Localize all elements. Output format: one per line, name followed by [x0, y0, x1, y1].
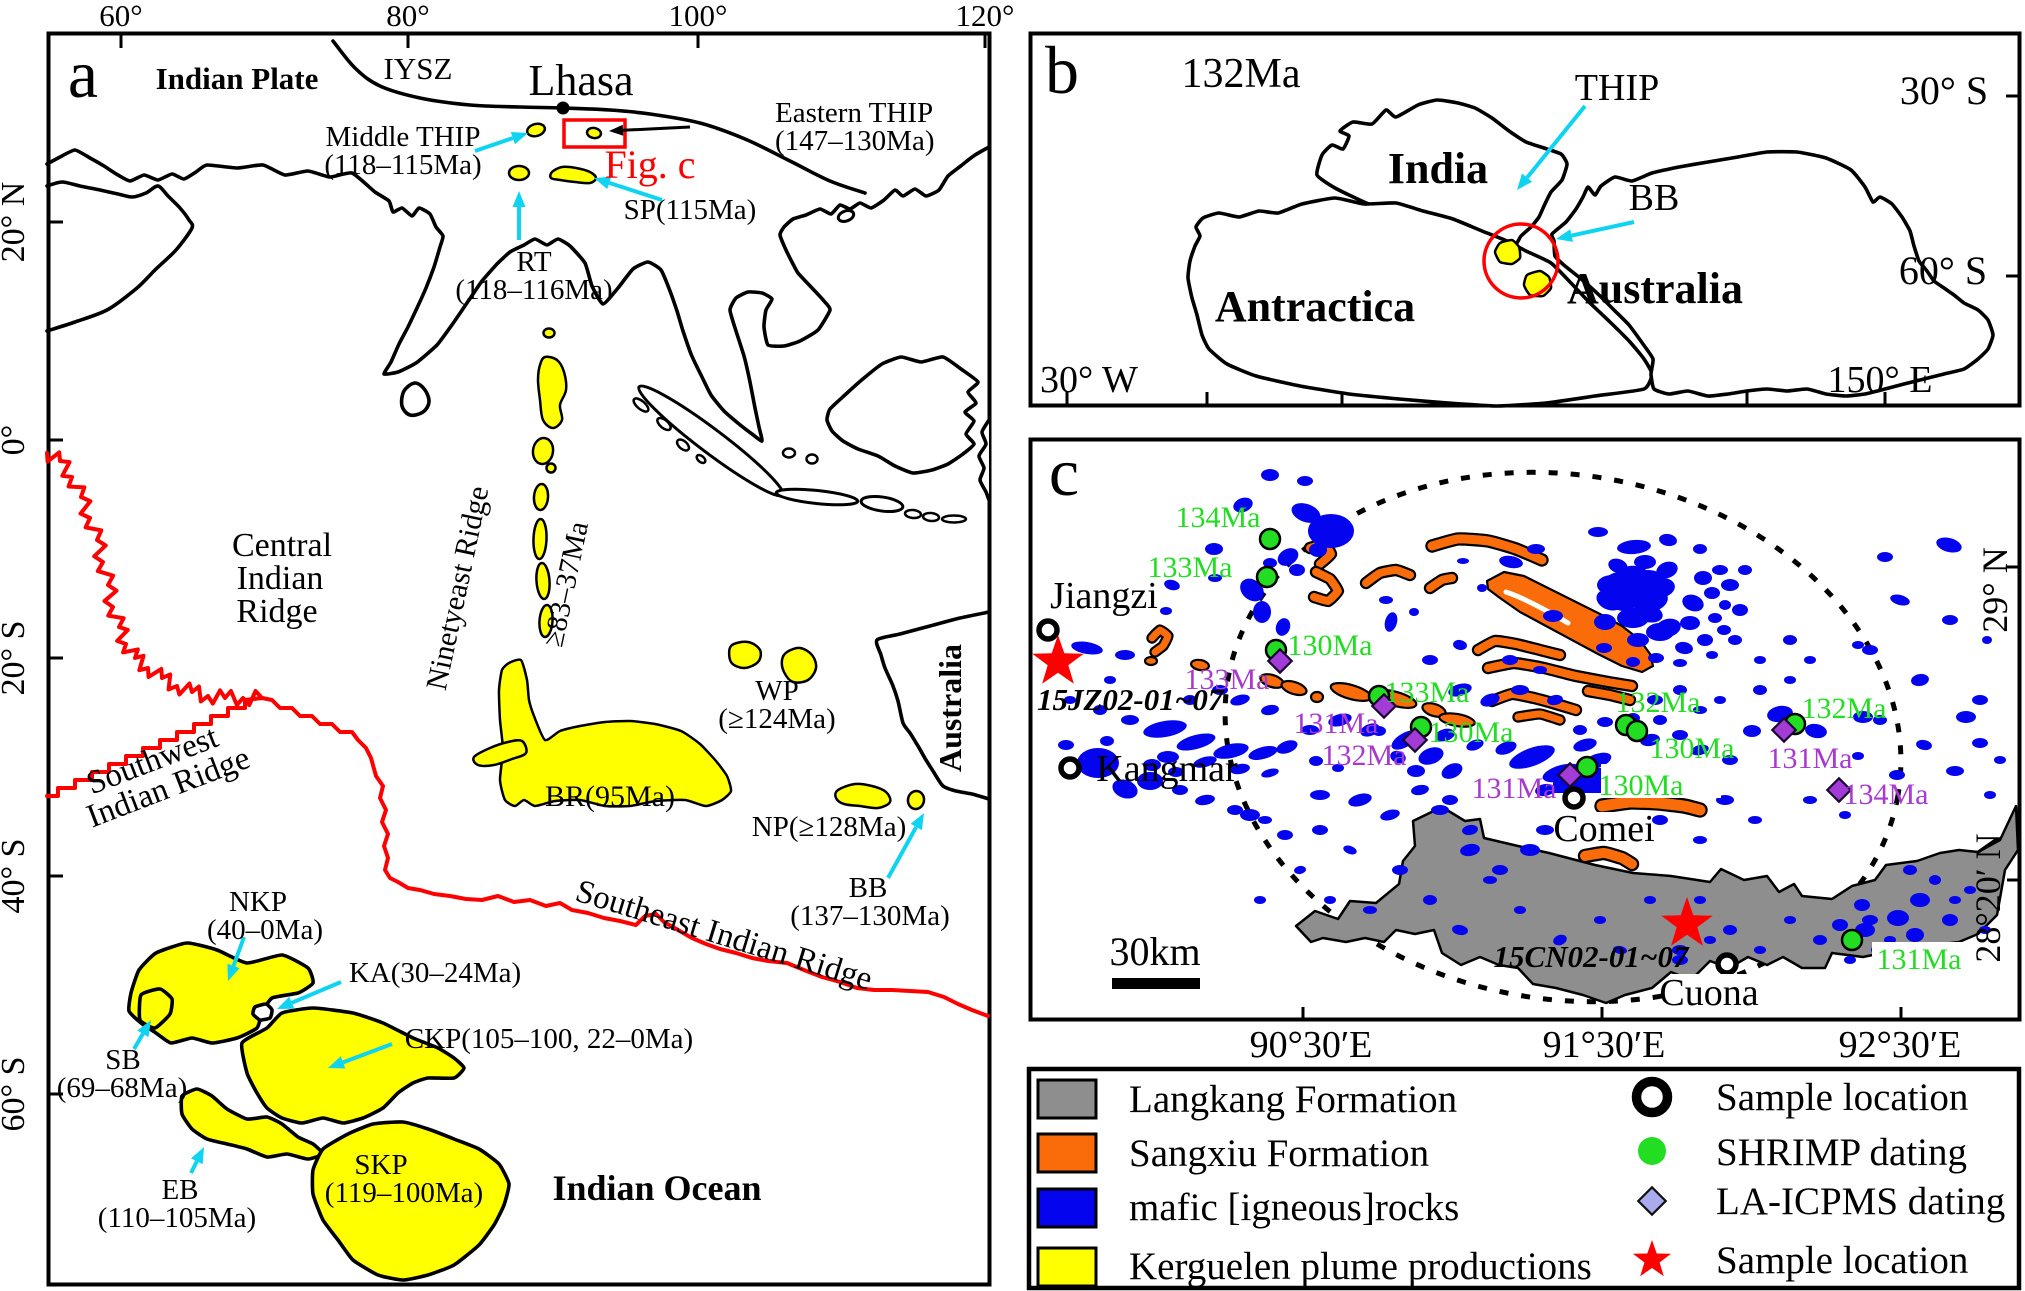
- svg-text:Jiangzi: Jiangzi: [1050, 575, 1158, 617]
- svg-text:CKP(105–100, 22–0Ma): CKP(105–100, 22–0Ma): [405, 1023, 693, 1055]
- svg-text:15JZ02-01~07: 15JZ02-01~07: [1037, 682, 1225, 717]
- svg-text:b: b: [1045, 32, 1079, 108]
- svg-text:Sample location: Sample location: [1716, 1076, 1968, 1119]
- svg-text:150° E: 150° E: [1828, 359, 1933, 401]
- svg-text:LA-ICPMS dating: LA-ICPMS dating: [1716, 1180, 2005, 1223]
- svg-text:Ridge: Ridge: [236, 593, 317, 630]
- svg-text:WP: WP: [755, 675, 799, 707]
- svg-text:Cuona: Cuona: [1659, 972, 1758, 1014]
- svg-text:130Ma: 130Ma: [1429, 716, 1514, 749]
- svg-text:India: India: [1388, 144, 1488, 193]
- svg-text:100°: 100°: [669, 0, 728, 33]
- svg-text:130Ma: 130Ma: [1599, 769, 1684, 802]
- svg-text:(118–116Ma): (118–116Ma): [455, 274, 612, 306]
- svg-text:132Ma: 132Ma: [1616, 686, 1701, 719]
- svg-text:20° N: 20° N: [0, 182, 32, 263]
- svg-text:(≥124Ma): (≥124Ma): [718, 703, 835, 735]
- svg-text:Sangxiu Formation: Sangxiu Formation: [1129, 1132, 1429, 1175]
- svg-text:132Ma: 132Ma: [1322, 739, 1407, 772]
- svg-text:90°30′E: 90°30′E: [1250, 1024, 1373, 1066]
- svg-text:NP(≥128Ma): NP(≥128Ma): [752, 811, 906, 843]
- svg-text:SB: SB: [105, 1044, 140, 1076]
- svg-text:Indian: Indian: [237, 560, 324, 597]
- svg-text:c: c: [1049, 434, 1079, 510]
- svg-text:Comei: Comei: [1553, 808, 1654, 850]
- svg-text:Langkang Formation: Langkang Formation: [1129, 1078, 1457, 1121]
- svg-text:IYSZ: IYSZ: [384, 51, 453, 86]
- svg-text:Indian Plate: Indian Plate: [156, 61, 319, 96]
- svg-text:134Ma: 134Ma: [1844, 778, 1929, 811]
- svg-text:Middle THIP: Middle THIP: [326, 121, 481, 153]
- svg-text:80°: 80°: [386, 0, 429, 33]
- svg-text:SKP: SKP: [354, 1149, 407, 1181]
- svg-text:Kerguelen plume productions: Kerguelen plume productions: [1129, 1245, 1592, 1288]
- svg-text:20° S: 20° S: [0, 620, 32, 695]
- svg-text:92°30′E: 92°30′E: [1839, 1024, 1962, 1066]
- svg-text:131Ma: 131Ma: [1294, 707, 1379, 740]
- svg-text:NKP: NKP: [229, 886, 287, 918]
- svg-text:Lhasa: Lhasa: [528, 56, 633, 105]
- svg-text:131Ma: 131Ma: [1877, 943, 1962, 976]
- svg-text:0°: 0°: [0, 425, 32, 456]
- svg-text:131Ma: 131Ma: [1768, 742, 1853, 775]
- svg-text:30° S: 30° S: [1900, 68, 1988, 113]
- svg-text:KA(30–24Ma): KA(30–24Ma): [349, 957, 521, 989]
- svg-text:(110–105Ma): (110–105Ma): [98, 1202, 256, 1234]
- svg-text:BR(95Ma): BR(95Ma): [545, 780, 675, 813]
- svg-text:133Ma: 133Ma: [1148, 551, 1233, 584]
- svg-text:mafic [igneous]rocks: mafic [igneous]rocks: [1129, 1186, 1459, 1229]
- svg-text:131Ma: 131Ma: [1472, 772, 1557, 805]
- svg-text:Indian Ocean: Indian Ocean: [552, 1168, 761, 1208]
- svg-text:(137–130Ma): (137–130Ma): [790, 900, 949, 932]
- svg-text:60°: 60°: [99, 0, 142, 33]
- svg-text:30km: 30km: [1109, 929, 1200, 974]
- svg-text:15CN02-01~07: 15CN02-01~07: [1493, 939, 1690, 974]
- svg-text:Antractica: Antractica: [1215, 282, 1415, 331]
- svg-text:(69–68Ma): (69–68Ma): [57, 1072, 187, 1104]
- svg-text:(119–100Ma): (119–100Ma): [325, 1177, 483, 1209]
- svg-text:Fig. c: Fig. c: [604, 142, 695, 187]
- svg-text:133Ma: 133Ma: [1385, 676, 1470, 709]
- svg-text:Central: Central: [232, 527, 332, 564]
- svg-text:Sample location: Sample location: [1716, 1239, 1968, 1282]
- svg-text:130Ma: 130Ma: [1288, 629, 1373, 662]
- svg-text:28°20′ N: 28°20′ N: [1968, 833, 2008, 962]
- svg-text:30° W: 30° W: [1040, 359, 1138, 401]
- svg-text:133Ma: 133Ma: [1185, 663, 1270, 696]
- svg-text:29° N: 29° N: [1975, 547, 2015, 632]
- svg-text:132Ma: 132Ma: [1802, 692, 1887, 725]
- svg-text:132Ma: 132Ma: [1182, 51, 1301, 97]
- svg-text:RT: RT: [516, 246, 552, 278]
- svg-text:40° S: 40° S: [0, 838, 32, 913]
- svg-text:EB: EB: [161, 1174, 198, 1206]
- svg-text:134Ma: 134Ma: [1176, 501, 1261, 534]
- svg-text:Eastern THIP: Eastern THIP: [775, 97, 933, 129]
- svg-text:Kangmar: Kangmar: [1096, 748, 1238, 790]
- svg-text:a: a: [68, 36, 98, 112]
- svg-text:SHRIMP dating: SHRIMP dating: [1716, 1131, 1967, 1174]
- svg-text:SP(115Ma): SP(115Ma): [624, 194, 757, 226]
- svg-text:91°30′E: 91°30′E: [1543, 1024, 1666, 1066]
- svg-text:130Ma: 130Ma: [1650, 732, 1735, 765]
- svg-text:Australia: Australia: [932, 644, 968, 772]
- svg-text:(147–130Ma): (147–130Ma): [775, 125, 934, 157]
- svg-text:(118–115Ma): (118–115Ma): [324, 149, 481, 181]
- svg-text:THIP: THIP: [1575, 67, 1659, 109]
- svg-text:BB: BB: [1629, 177, 1680, 219]
- svg-text:120°: 120°: [956, 0, 1015, 33]
- svg-text:60° S: 60° S: [1899, 248, 1987, 293]
- svg-text:Australia: Australia: [1567, 264, 1743, 313]
- svg-text:(40–0Ma): (40–0Ma): [207, 914, 323, 946]
- svg-text:BB: BB: [849, 872, 888, 904]
- svg-text:60° S: 60° S: [0, 1056, 32, 1131]
